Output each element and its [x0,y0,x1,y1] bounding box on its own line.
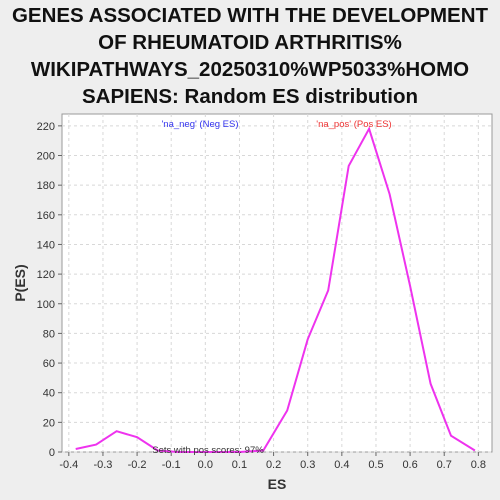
y-tick-label: 20 [43,417,55,429]
y-tick-label: 80 [43,328,55,340]
pos-scores-annotation: Sets with pos scores: 97% [152,445,264,456]
y-tick-label: 140 [37,239,55,251]
y-tick-label: 180 [37,180,55,192]
x-tick-label: -0.2 [128,459,147,471]
pos-es-annotation: 'na_pos' (Pos ES) [316,119,391,130]
y-axis-label: P(ES) [12,264,28,301]
x-tick-label: 0.8 [471,459,486,471]
y-tick-label: 40 [43,388,55,400]
x-tick-label: 0.3 [300,459,315,471]
chart-title-line-3: WIKIPATHWAYS_20250310%WP5033%HOMO [30,58,470,81]
series-line [75,126,476,453]
y-tick-label: 160 [37,210,55,222]
chart-title-line-2: OF RHEUMATOID ARTHRITIS% [98,31,402,54]
x-tick-label: 0.1 [232,459,247,471]
y-tick-label: 0 [49,447,55,459]
y-tick-label: 220 [37,121,55,133]
chart-title: GENES ASSOCIATED WITH THE DEVELOPMENT OF… [0,2,500,110]
y-tick-label: 100 [37,299,55,311]
x-tick-label: -0.4 [59,459,78,471]
x-tick-label: 0.0 [198,459,213,471]
y-tick-label: 200 [37,151,55,163]
x-tick-label: 0.5 [368,459,383,471]
x-tick-label: 0.2 [266,459,281,471]
neg-es-annotation: 'na_neg' (Neg ES) [161,119,238,130]
plot-area [61,113,493,453]
y-axis-ticks: 0 20 40 60 80 100 120 140 160 180 200 220 [37,121,62,459]
x-axis-ticks: -0.4 -0.3 -0.2 -0.1 0.0 0.1 0.2 0.3 0.4 0.5 0.6 0.7… [59,452,486,471]
chart-title-line-1: GENES ASSOCIATED WITH THE DEVELOPMENT [11,4,489,27]
x-tick-label: 0.4 [334,459,349,471]
x-tick-label: -0.3 [93,459,112,471]
x-tick-label: -0.1 [162,459,181,471]
x-tick-label: 0.7 [437,459,452,471]
x-tick-label: 0.6 [402,459,417,471]
x-axis-label: ES [268,476,287,492]
y-tick-label: 120 [37,269,55,281]
y-tick-label: 60 [43,358,55,370]
chart-title-line-4: SAPIENS: Random ES distribution [82,85,418,108]
